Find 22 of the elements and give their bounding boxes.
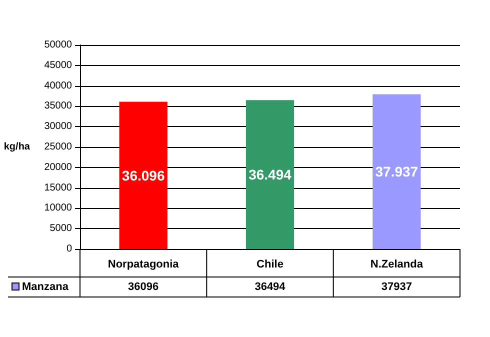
x-tick-label: N.Zelanda (370, 258, 424, 270)
y-tick-label: 15000 (44, 182, 72, 194)
y-tick-label: 45000 (44, 60, 72, 71)
text: 37937 (381, 281, 412, 293)
legend-label: Manzana (22, 281, 70, 293)
x-tick-label: Chile (256, 258, 284, 270)
y-tick-label: 25000 (44, 142, 72, 152)
y-tick-label: 0 (66, 244, 72, 254)
data-label: 37.937 (375, 164, 418, 180)
data-label: 36.494 (248, 166, 292, 183)
x-tick-label: Norpatagonia (108, 258, 180, 270)
y-tick-label: 5000 (50, 223, 72, 234)
text: 36096 (128, 281, 159, 293)
y-tick-label: 40000 (44, 80, 72, 92)
y-tick-label: 50000 (44, 40, 72, 50)
y-tick-label: 35000 (44, 100, 72, 112)
y-tick-label: 20000 (44, 162, 72, 173)
data-label: 36.096 (122, 167, 165, 184)
y-axis-title: kg/ha (4, 142, 30, 152)
y-tick-label: 30000 (44, 121, 72, 132)
y-tick-label: 10000 (44, 202, 72, 214)
text: 36494 (254, 281, 286, 293)
